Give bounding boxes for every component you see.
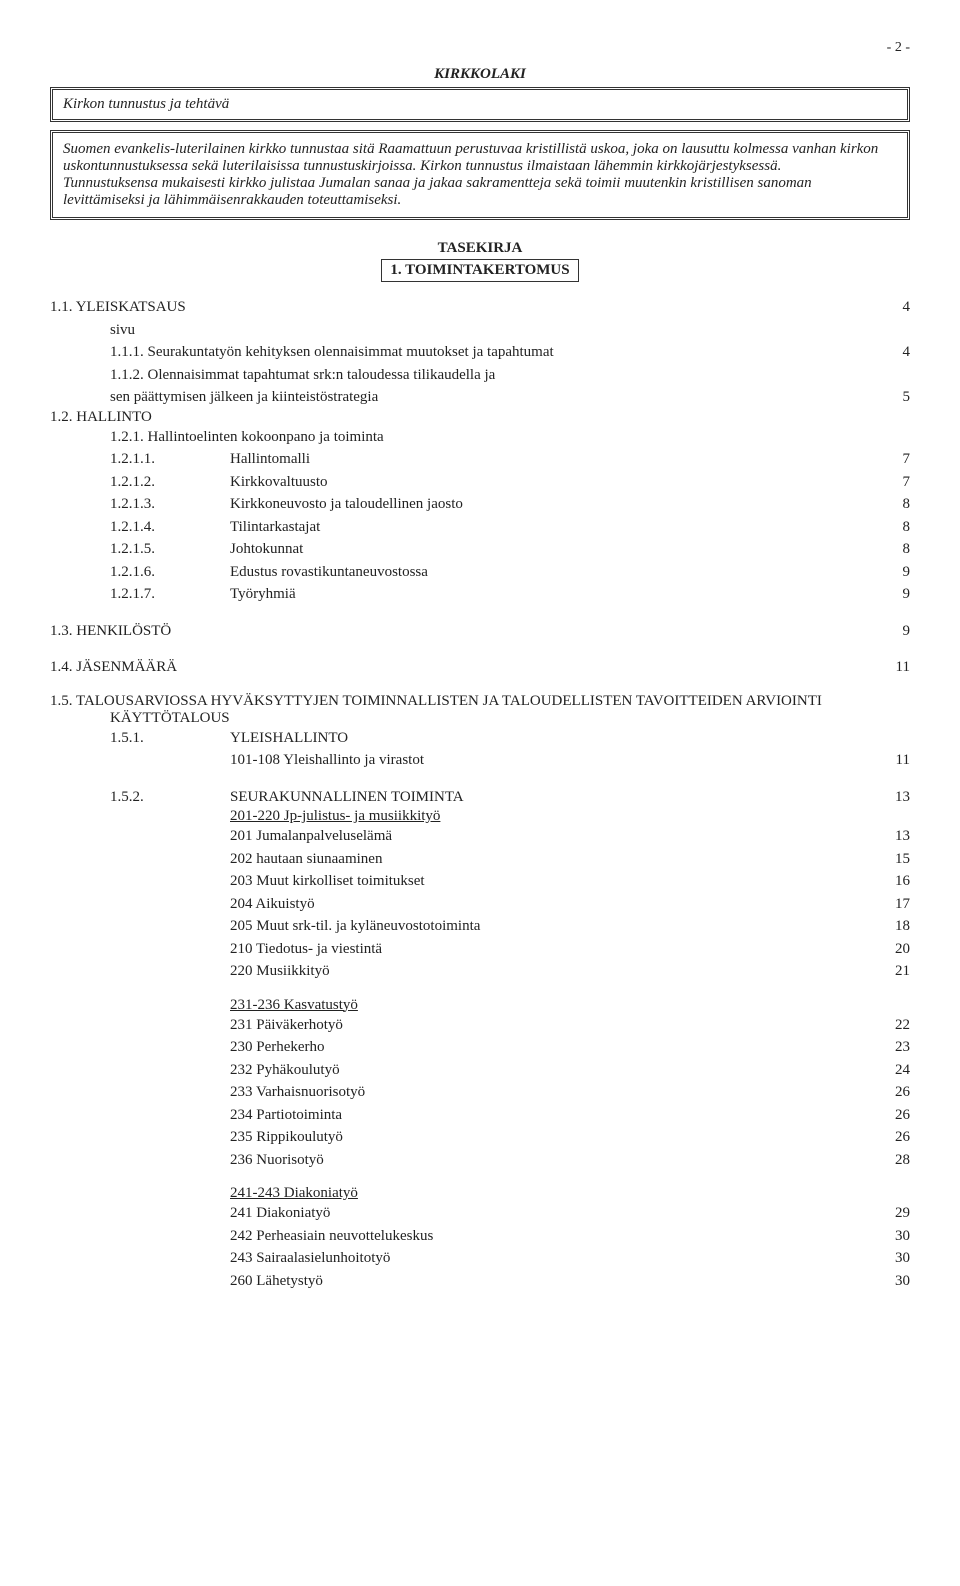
group-231-236-head: 231-236 Kasvatustyö <box>50 997 910 1014</box>
kirkkolaki-heading: KIRKKOLAKI <box>50 66 910 83</box>
group-231-236-item: 235 Rippikoulutyö <box>50 1126 870 1149</box>
toc-1213-num: 1.2.1.3. <box>110 493 230 516</box>
section-15-title: 1.5. TALOUSARVIOSSA HYVÄKSYTTYJEN TOIMIN… <box>50 693 910 710</box>
group-201-220-item-page: 13 <box>870 825 910 848</box>
group-201-220-item-page: 17 <box>870 893 910 916</box>
tasekirja-title: TASEKIRJA <box>50 240 910 257</box>
toc-1215-num: 1.2.1.5. <box>110 538 230 561</box>
group-201-220-item: 220 Musiikkityö <box>50 960 870 983</box>
group-231-236-item-page: 24 <box>870 1059 910 1082</box>
toc-1214-num: 1.2.1.4. <box>110 516 230 539</box>
group-201-220-item: 201 Jumalanpalveluselämä <box>50 825 870 848</box>
group-231-236-item-page: 28 <box>870 1149 910 1172</box>
group-231-236-item-page: 26 <box>870 1104 910 1127</box>
toc-1216-page: 9 <box>870 561 910 584</box>
group-201-220-item-page: 15 <box>870 848 910 871</box>
group-231-236-item-page: 26 <box>870 1126 910 1149</box>
sivu-label: sivu <box>50 319 870 342</box>
yleiskatsaus-page: 4 <box>870 296 910 319</box>
group-231-236-item-page: 26 <box>870 1081 910 1104</box>
group-241-243-item-page: 30 <box>870 1270 910 1293</box>
toc-111-page: 4 <box>870 341 910 364</box>
toc-1213-page: 8 <box>870 493 910 516</box>
toc-152-label: SEURAKUNNALLINEN TOIMINTA <box>230 786 464 809</box>
kayttotalous-label: KÄYTTÖTALOUS <box>50 710 910 727</box>
group-231-236-item: 236 Nuorisotyö <box>50 1149 870 1172</box>
group-241-243-item-page: 30 <box>870 1247 910 1270</box>
henkilosto-page: 9 <box>870 620 910 643</box>
group-201-220-item: 203 Muut kirkolliset toimitukset <box>50 870 870 893</box>
group-241-243-item: 241 Diakoniatyö <box>50 1202 870 1225</box>
group-201-220-item: 202 hautaan siunaaminen <box>50 848 870 871</box>
toc-151-num: 1.5.1. <box>110 727 230 750</box>
toc-151-label: YLEISHALLINTO <box>230 727 348 750</box>
toc-111: 1.1.1. Seurakuntatyön kehityksen olennai… <box>50 341 870 364</box>
toc-1216-label: Edustus rovastikuntaneuvostossa <box>230 561 428 584</box>
toc-1214-label: Tilintarkastajat <box>230 516 320 539</box>
toc-1213-label: Kirkkoneuvosto ja taloudellinen jaosto <box>230 493 463 516</box>
toc-1211-num: 1.2.1.1. <box>110 448 230 471</box>
group-241-243-item: 260 Lähetystyö <box>50 1270 870 1293</box>
group-241-243-item-page: 29 <box>870 1202 910 1225</box>
toc-121: 1.2.1. Hallintoelinten kokoonpano ja toi… <box>50 426 870 449</box>
page-number: - 2 - <box>50 40 910 56</box>
group-201-220-head: 201-220 Jp-julistus- ja musiikkityö <box>50 808 910 825</box>
toc-151-sub: 101-108 Yleishallinto ja virastot <box>50 749 870 772</box>
group-241-243-head: 241-243 Diakoniatyö <box>50 1185 910 1202</box>
toc-1217-label: Työryhmiä <box>230 583 296 606</box>
box-tunnustus-title: Kirkon tunnustus ja tehtävä <box>50 87 910 122</box>
toc-112b-page: 5 <box>870 386 910 409</box>
group-241-243-item: 243 Sairaalasielunhoitotyö <box>50 1247 870 1270</box>
toc-1217-num: 1.2.1.7. <box>110 583 230 606</box>
group-201-220-item-page: 20 <box>870 938 910 961</box>
hallinto-title: 1.2. HALLINTO <box>50 409 910 426</box>
toc-1212-num: 1.2.1.2. <box>110 471 230 494</box>
toc-152-num: 1.5.2. <box>110 786 230 809</box>
group-231-236-item: 234 Partiotoiminta <box>50 1104 870 1127</box>
group-201-220-item: 204 Aikuistyö <box>50 893 870 916</box>
toc-1211-page: 7 <box>870 448 910 471</box>
toc-1212-label: Kirkkovaltuusto <box>230 471 328 494</box>
group-201-220-item-page: 16 <box>870 870 910 893</box>
toc-1215-label: Johtokunnat <box>230 538 303 561</box>
group-201-220-item-page: 21 <box>870 960 910 983</box>
group-231-236-item-page: 22 <box>870 1014 910 1037</box>
group-201-220-item: 205 Muut srk-til. ja kyläneuvostotoimint… <box>50 915 870 938</box>
group-201-220-item-page: 18 <box>870 915 910 938</box>
jasenmaara-page: 11 <box>870 656 910 679</box>
toc-1216-num: 1.2.1.6. <box>110 561 230 584</box>
group-231-236-item: 230 Perhekerho <box>50 1036 870 1059</box>
box-tunnustus-body: Suomen evankelis-luterilainen kirkko tun… <box>50 130 910 220</box>
toc-1217-page: 9 <box>870 583 910 606</box>
toc-1215-page: 8 <box>870 538 910 561</box>
toc-112a: 1.1.2. Olennaisimmat tapahtumat srk:n ta… <box>50 364 870 387</box>
yleiskatsaus-title: 1.1. YLEISKATSAUS <box>50 296 870 319</box>
group-241-243-item-page: 30 <box>870 1225 910 1248</box>
toc-112b: sen päättymisen jälkeen ja kiinteistöstr… <box>50 386 870 409</box>
toc-1211-label: Hallintomalli <box>230 448 310 471</box>
toc-1212-page: 7 <box>870 471 910 494</box>
group-231-236-item: 231 Päiväkerhotyö <box>50 1014 870 1037</box>
toc-151-sub-page: 11 <box>870 749 910 772</box>
toc-152-page: 13 <box>870 786 910 809</box>
group-241-243-item: 242 Perheasiain neuvottelukeskus <box>50 1225 870 1248</box>
group-231-236-item: 232 Pyhäkoulutyö <box>50 1059 870 1082</box>
henkilosto-title: 1.3. HENKILÖSTÖ <box>50 620 870 643</box>
group-201-220-item: 210 Tiedotus- ja viestintä <box>50 938 870 961</box>
toimintakertomus-box: 1. TOIMINTAKERTOMUS <box>381 259 578 282</box>
jasenmaara-title: 1.4. JÄSENMÄÄRÄ <box>50 656 870 679</box>
toc-1214-page: 8 <box>870 516 910 539</box>
group-231-236-item-page: 23 <box>870 1036 910 1059</box>
group-231-236-item: 233 Varhaisnuorisotyö <box>50 1081 870 1104</box>
